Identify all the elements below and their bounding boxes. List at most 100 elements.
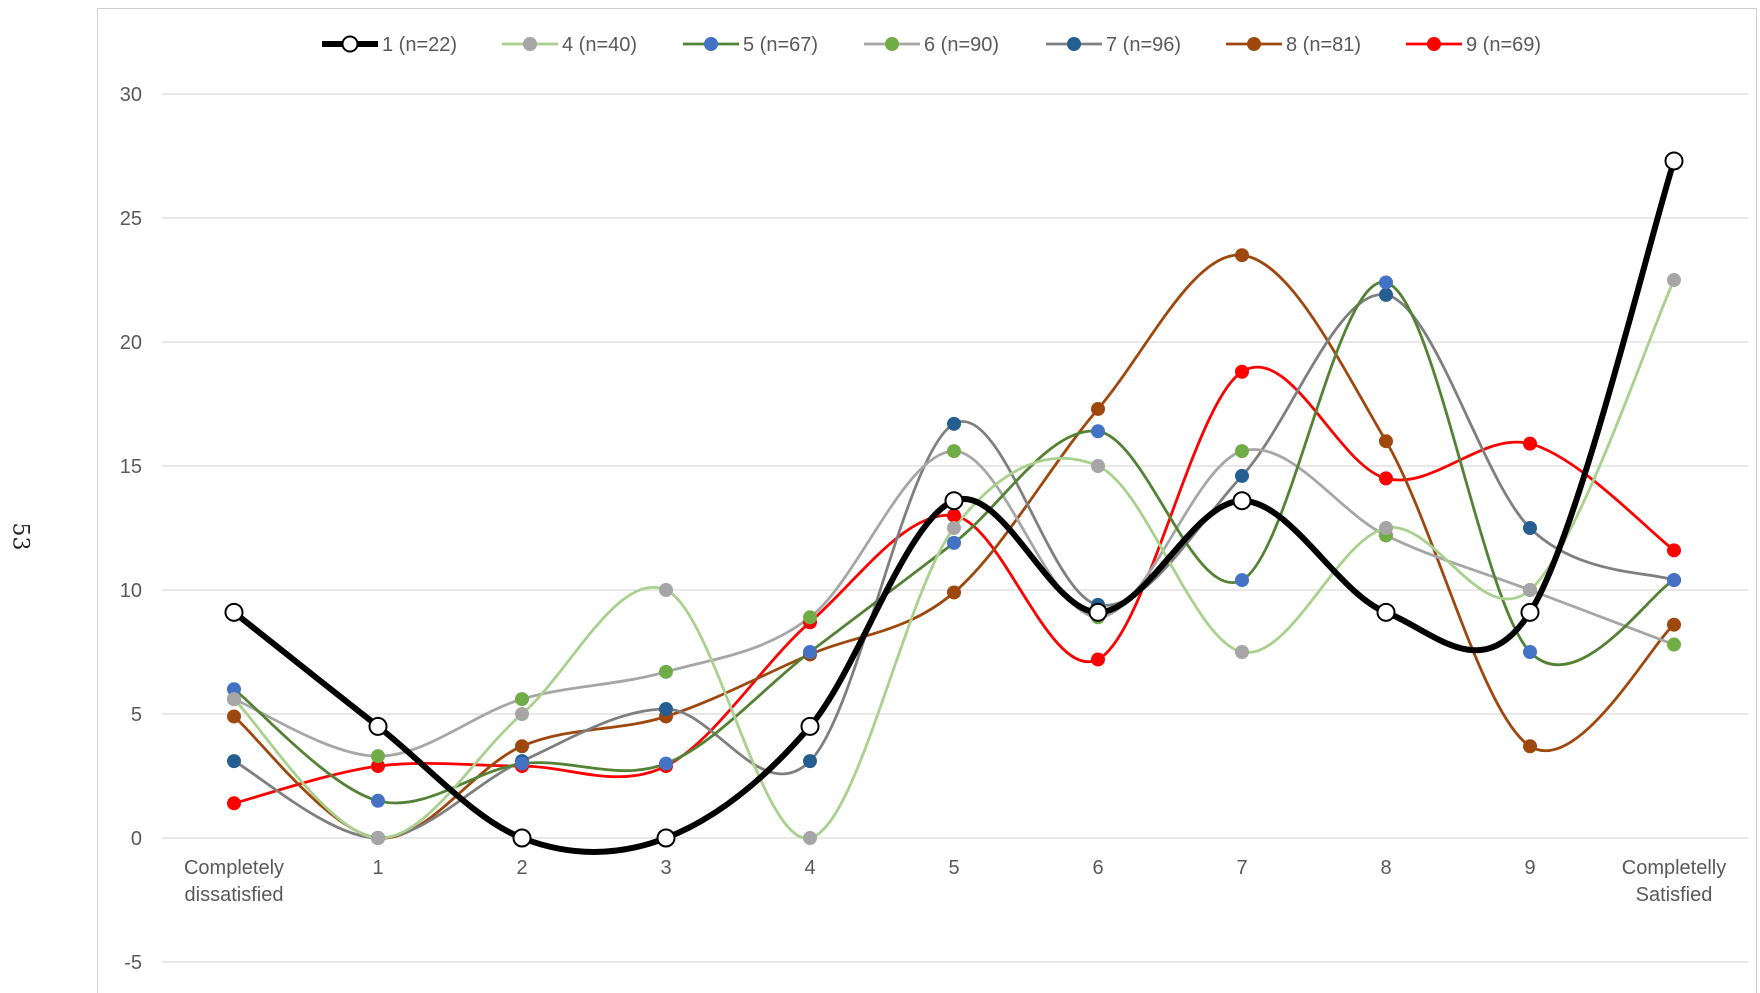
- series-line: [232, 448, 1676, 758]
- legend-label: 9 (n=69): [1466, 34, 1541, 56]
- y-tick-label: 20: [120, 332, 142, 354]
- data-point: [371, 793, 385, 808]
- x-tick-label: 6: [1092, 857, 1103, 879]
- x-tick-label-line: 1: [372, 857, 383, 879]
- data-point: [947, 535, 961, 550]
- series-markers: [224, 151, 1684, 848]
- x-tick-label-line: 2: [516, 857, 527, 879]
- data-point: [1376, 602, 1396, 622]
- data-point: [800, 716, 820, 736]
- legend-label: 4 (n=40): [562, 34, 637, 56]
- data-point: [1379, 287, 1393, 302]
- data-point: [227, 682, 241, 697]
- x-tick-label-line: 8: [1380, 857, 1391, 879]
- x-tick-label: 1: [372, 857, 383, 879]
- data-point: [1088, 602, 1108, 622]
- chart-frame: [97, 8, 1757, 993]
- data-point: [1523, 739, 1537, 754]
- data-point: [1520, 602, 1540, 622]
- data-point: [1667, 637, 1681, 652]
- legend: 1 (n=22) 4 (n=40) 5 (n=67) 6 (n=90) 7 (n=96)…: [322, 34, 1541, 56]
- legend-item: 1 (n=22): [322, 34, 457, 56]
- x-tick-label-line: 7: [1236, 857, 1247, 879]
- data-point: [1091, 424, 1105, 439]
- data-point: [1667, 273, 1681, 287]
- y-axis: -5 0 5 10 15 20 25 30: [120, 84, 142, 974]
- data-point: [944, 491, 964, 511]
- x-tick-label: 7: [1236, 857, 1247, 879]
- data-point: [227, 754, 241, 769]
- x-tick-label-line: Completelly: [1622, 857, 1726, 879]
- y-tick-label: 5: [131, 704, 142, 726]
- data-point: [515, 739, 529, 754]
- x-tick-label-line: Satisfied: [1636, 884, 1713, 906]
- data-point: [947, 585, 961, 600]
- data-point: [803, 610, 817, 625]
- x-tick-label: 9: [1524, 857, 1535, 879]
- legend-item: 9 (n=69): [1406, 34, 1541, 56]
- x-tick-label: 2: [516, 857, 527, 879]
- data-point: [947, 444, 961, 459]
- legend-label: 6 (n=90): [924, 34, 999, 56]
- x-tick-label: 8: [1380, 857, 1391, 879]
- data-point: [1235, 468, 1249, 483]
- data-point: [1235, 364, 1249, 379]
- x-tick-label-line: dissatisfied: [185, 884, 284, 906]
- legend-item: 5 (n=67): [683, 34, 818, 56]
- series-line: [232, 278, 1676, 840]
- data-point: [1379, 471, 1393, 486]
- data-point: [1523, 645, 1537, 659]
- legend-swatch-marker: [1067, 37, 1081, 51]
- data-point: [947, 508, 961, 523]
- data-point: [947, 416, 961, 431]
- data-point: [1379, 434, 1393, 449]
- data-point: [803, 831, 817, 845]
- data-point: [1664, 151, 1684, 171]
- legend-item: 8 (n=81): [1226, 34, 1361, 56]
- data-point: [659, 664, 673, 679]
- data-point: [1523, 436, 1537, 451]
- data-point: [803, 754, 817, 769]
- data-point: [1235, 573, 1249, 588]
- data-point: [515, 692, 529, 707]
- legend-item: 7 (n=96): [1046, 34, 1181, 56]
- y-tick-label: 0: [131, 828, 142, 850]
- data-point: [659, 756, 673, 771]
- data-point: [803, 645, 817, 659]
- data-point: [1091, 652, 1105, 667]
- legend-label: 7 (n=96): [1106, 34, 1181, 56]
- legend-label: 1 (n=22): [382, 34, 457, 56]
- data-point: [227, 692, 241, 707]
- series-line: [232, 365, 1676, 805]
- data-point: [371, 749, 385, 764]
- legend-swatch-marker: [341, 35, 359, 53]
- data-point: [659, 702, 673, 717]
- data-point: [512, 828, 532, 848]
- legend-swatch-marker: [1247, 37, 1261, 51]
- series-line: [232, 293, 1676, 840]
- data-point: [1091, 459, 1105, 473]
- y-tick-label: 25: [120, 208, 142, 230]
- data-point: [1379, 521, 1393, 535]
- data-point: [1235, 248, 1249, 263]
- x-tick-label-line: 6: [1092, 857, 1103, 879]
- data-point: [1523, 583, 1537, 597]
- legend-swatch-marker: [704, 37, 718, 51]
- data-point: [368, 716, 388, 736]
- data-point: [947, 521, 961, 535]
- data-point: [1667, 543, 1681, 558]
- x-tick-label-line: 5: [948, 857, 959, 879]
- data-point: [659, 583, 673, 597]
- data-point: [371, 759, 385, 774]
- x-tick-label: 3: [660, 857, 671, 879]
- data-point: [1232, 491, 1252, 511]
- data-point: [1379, 275, 1393, 290]
- y-tick-label: 30: [120, 84, 142, 106]
- x-tick-label-line: 9: [1524, 857, 1535, 879]
- series-line: [232, 253, 1676, 840]
- data-point: [227, 709, 241, 724]
- data-point: [1235, 645, 1249, 659]
- legend-swatch-marker: [1427, 37, 1441, 51]
